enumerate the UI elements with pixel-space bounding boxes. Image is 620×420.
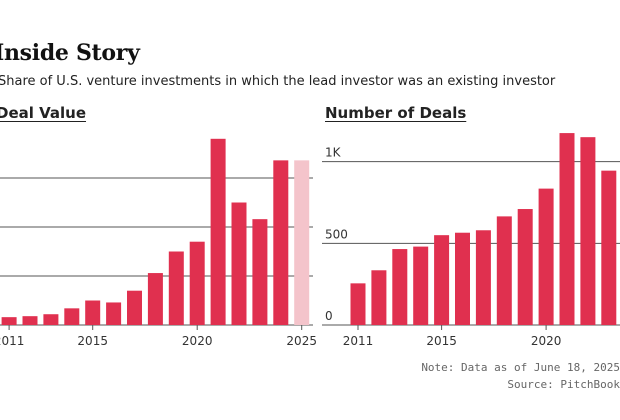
number-of-deals-bar-2021 <box>559 133 575 325</box>
deal-value-bar-2015 <box>85 300 101 325</box>
number-of-deals-bar-2012 <box>371 270 387 325</box>
number-of-deals-x-tick-label: 2011 <box>343 334 374 348</box>
deal-value-bar-2025 <box>294 160 310 325</box>
number-of-deals-bar-2020 <box>538 188 554 325</box>
number-of-deals-bar-2014 <box>413 246 429 325</box>
deal-value-bar-2011 <box>1 317 17 325</box>
number-of-deals-bar-2018 <box>496 216 512 325</box>
source-text: Source: PitchBook <box>507 378 620 391</box>
deal-value-bar-2017 <box>127 290 142 325</box>
number-of-deals-bar-2011 <box>350 283 366 325</box>
number-of-deals-bar-2015 <box>434 235 450 325</box>
number-of-deals-bar-2023 <box>601 170 617 325</box>
number-of-deals-y-tick-label: 0 <box>325 309 333 323</box>
deal-value-bar-2013 <box>43 314 59 325</box>
number-of-deals-x-tick-label: 2020 <box>531 334 562 348</box>
deal-value-x-tick-label: 2025 <box>286 334 317 348</box>
panel-title-number-of-deals: Number of Deals <box>325 104 467 122</box>
number-of-deals-bar-2017 <box>475 230 491 325</box>
deal-value-x-tick-label: 2011 <box>0 334 24 348</box>
deal-value-bar-2012 <box>22 316 38 325</box>
deal-value-bar-2024 <box>273 160 289 325</box>
chart-title: Inside Story <box>0 40 140 66</box>
deal-value-bar-2014 <box>64 308 80 325</box>
chart-subtitle: Share of U.S. venture investments in whi… <box>0 74 556 89</box>
number-of-deals-y-tick-label: 500 <box>325 227 348 241</box>
deal-value-x-tick-label: 2020 <box>182 334 213 348</box>
number-of-deals-bar-2013 <box>392 249 408 325</box>
deal-value-bar-2018 <box>147 273 163 325</box>
number-of-deals-bar-2022 <box>580 137 596 325</box>
deal-value-bar-2016 <box>106 302 122 325</box>
deal-value-bar-2021 <box>210 138 226 325</box>
number-of-deals-x-tick-label: 2015 <box>426 334 457 348</box>
note-text: Note: Data as of June 18, 2025 <box>421 361 620 374</box>
number-of-deals-bar-2016 <box>455 232 470 325</box>
number-of-deals-bar-2019 <box>517 209 533 325</box>
deal-value-bar-2020 <box>189 241 205 325</box>
deal-value-bar-2019 <box>168 251 184 325</box>
deal-value-x-tick-label: 2015 <box>77 334 108 348</box>
deal-value-bar-2022 <box>231 202 247 325</box>
number-of-deals-y-tick-label: 1K <box>325 146 342 160</box>
panel-title-deal-value: Deal Value <box>0 104 87 122</box>
deal-value-bar-2023 <box>252 219 268 325</box>
